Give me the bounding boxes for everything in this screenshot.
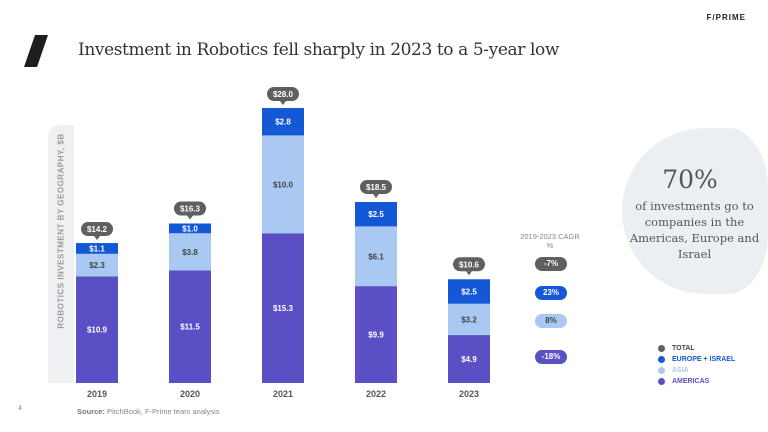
bar-europe-israel-2021	[262, 108, 304, 136]
slash-decoration-icon	[24, 35, 48, 67]
legend-label: AMERICAS	[672, 378, 710, 385]
legend-item: ASIA	[658, 365, 735, 376]
legend-item: EUROPE + ISRAEL	[658, 354, 735, 365]
total-bubble-pointer	[466, 271, 472, 276]
cagr-pill: 8%	[535, 314, 567, 328]
total-bubble	[360, 179, 392, 194]
total-label: $16.3	[180, 204, 201, 213]
page-number: 4	[18, 405, 22, 412]
page-title: Investment in Robotics fell sharply in 2…	[78, 40, 559, 60]
legend-dot-icon	[658, 367, 665, 374]
cagr-pill: -7%	[535, 257, 567, 271]
y-axis-panel	[48, 125, 74, 383]
total-bubble-pointer	[373, 193, 379, 198]
bar-americas-2022	[355, 286, 397, 383]
bar-americas-2020	[169, 270, 211, 383]
brand-logo: F/PRIME	[706, 13, 746, 22]
bar-americas-2021	[262, 233, 304, 383]
bar-value-label: $9.9	[368, 331, 384, 340]
total-label: $10.6	[459, 260, 480, 269]
bar-value-label: $2.5	[368, 210, 384, 219]
legend-dot-icon	[658, 356, 665, 363]
callout-percentage: 70%	[662, 165, 718, 194]
bar-value-label: $3.2	[461, 315, 477, 324]
total-bubble-pointer	[280, 101, 286, 105]
bar-asia-2021	[262, 135, 304, 234]
bar-value-label: $1.1	[89, 244, 105, 253]
total-label: $18.5	[366, 183, 387, 192]
bar-value-label: $15.3	[273, 304, 294, 313]
legend-dot-icon	[658, 345, 665, 352]
bar-asia-2023	[448, 303, 490, 336]
bar-value-label: $3.8	[182, 248, 198, 257]
callout-text: of investments go to companies in the Am…	[629, 199, 760, 261]
legend-item: TOTAL	[658, 343, 735, 354]
bar-value-label: $4.9	[461, 355, 477, 364]
stacked-bar-chart: $10.9 $2.3 $1.1 $14.2 2019 $11.5 $3.8 $1.0 $16.3…	[76, 87, 490, 399]
bar-americas-2023	[448, 335, 490, 383]
total-bubble-pointer	[187, 215, 193, 220]
bar-asia-2020	[169, 233, 211, 271]
bar-value-label: $2.5	[461, 288, 477, 297]
total-bubble	[267, 87, 299, 101]
legend-dot-icon	[658, 378, 665, 385]
bar-asia-2019	[76, 253, 118, 277]
total-bubble	[81, 222, 113, 237]
bar-europe-israel-2019	[76, 243, 118, 254]
bar-asia-2022	[355, 226, 397, 287]
legend-item: AMERICAS	[658, 376, 735, 387]
x-tick-label: 2021	[273, 389, 293, 399]
source-text: PitchBook, F-Prime team analysis	[107, 407, 220, 416]
bar-americas-2019	[76, 276, 118, 383]
total-label: $14.2	[87, 225, 108, 234]
cagr-pill: 23%	[535, 286, 567, 300]
legend-label: TOTAL	[672, 345, 695, 352]
cagr-pill: -18%	[535, 350, 567, 364]
x-tick-label: 2020	[180, 389, 200, 399]
legend: TOTAL EUROPE + ISRAEL ASIA AMERICAS	[658, 343, 735, 387]
bar-europe-israel-2022	[355, 201, 397, 227]
bar-value-label: $6.1	[368, 252, 384, 261]
x-tick-label: 2022	[366, 389, 386, 399]
source-label: Source:	[77, 407, 105, 416]
x-tick-label: 2023	[459, 389, 479, 399]
bar-value-label: $2.8	[275, 118, 291, 127]
total-bubble	[174, 201, 206, 216]
legend-label: EUROPE + ISRAEL	[672, 356, 736, 363]
total-bubble-pointer	[94, 236, 100, 241]
source-note: Source: PitchBook, F-Prime team analysis	[77, 407, 220, 416]
total-bubble	[453, 257, 485, 272]
bar-europe-israel-2023	[448, 279, 490, 304]
bar-europe-israel-2020	[169, 223, 211, 234]
bar-value-label: $11.5	[180, 323, 200, 332]
bar-value-label: $10.9	[87, 326, 108, 335]
x-tick-label: 2019	[87, 389, 107, 399]
cagr-title: 2019-2023 CAGR %	[520, 232, 580, 250]
callout-circle	[622, 128, 768, 294]
bar-value-label: $2.3	[89, 261, 105, 270]
bar-value-label: $10.0	[273, 180, 294, 189]
bar-value-label: $1.0	[182, 224, 198, 233]
total-label: $28.0	[273, 90, 294, 99]
legend-label: ASIA	[672, 367, 689, 374]
